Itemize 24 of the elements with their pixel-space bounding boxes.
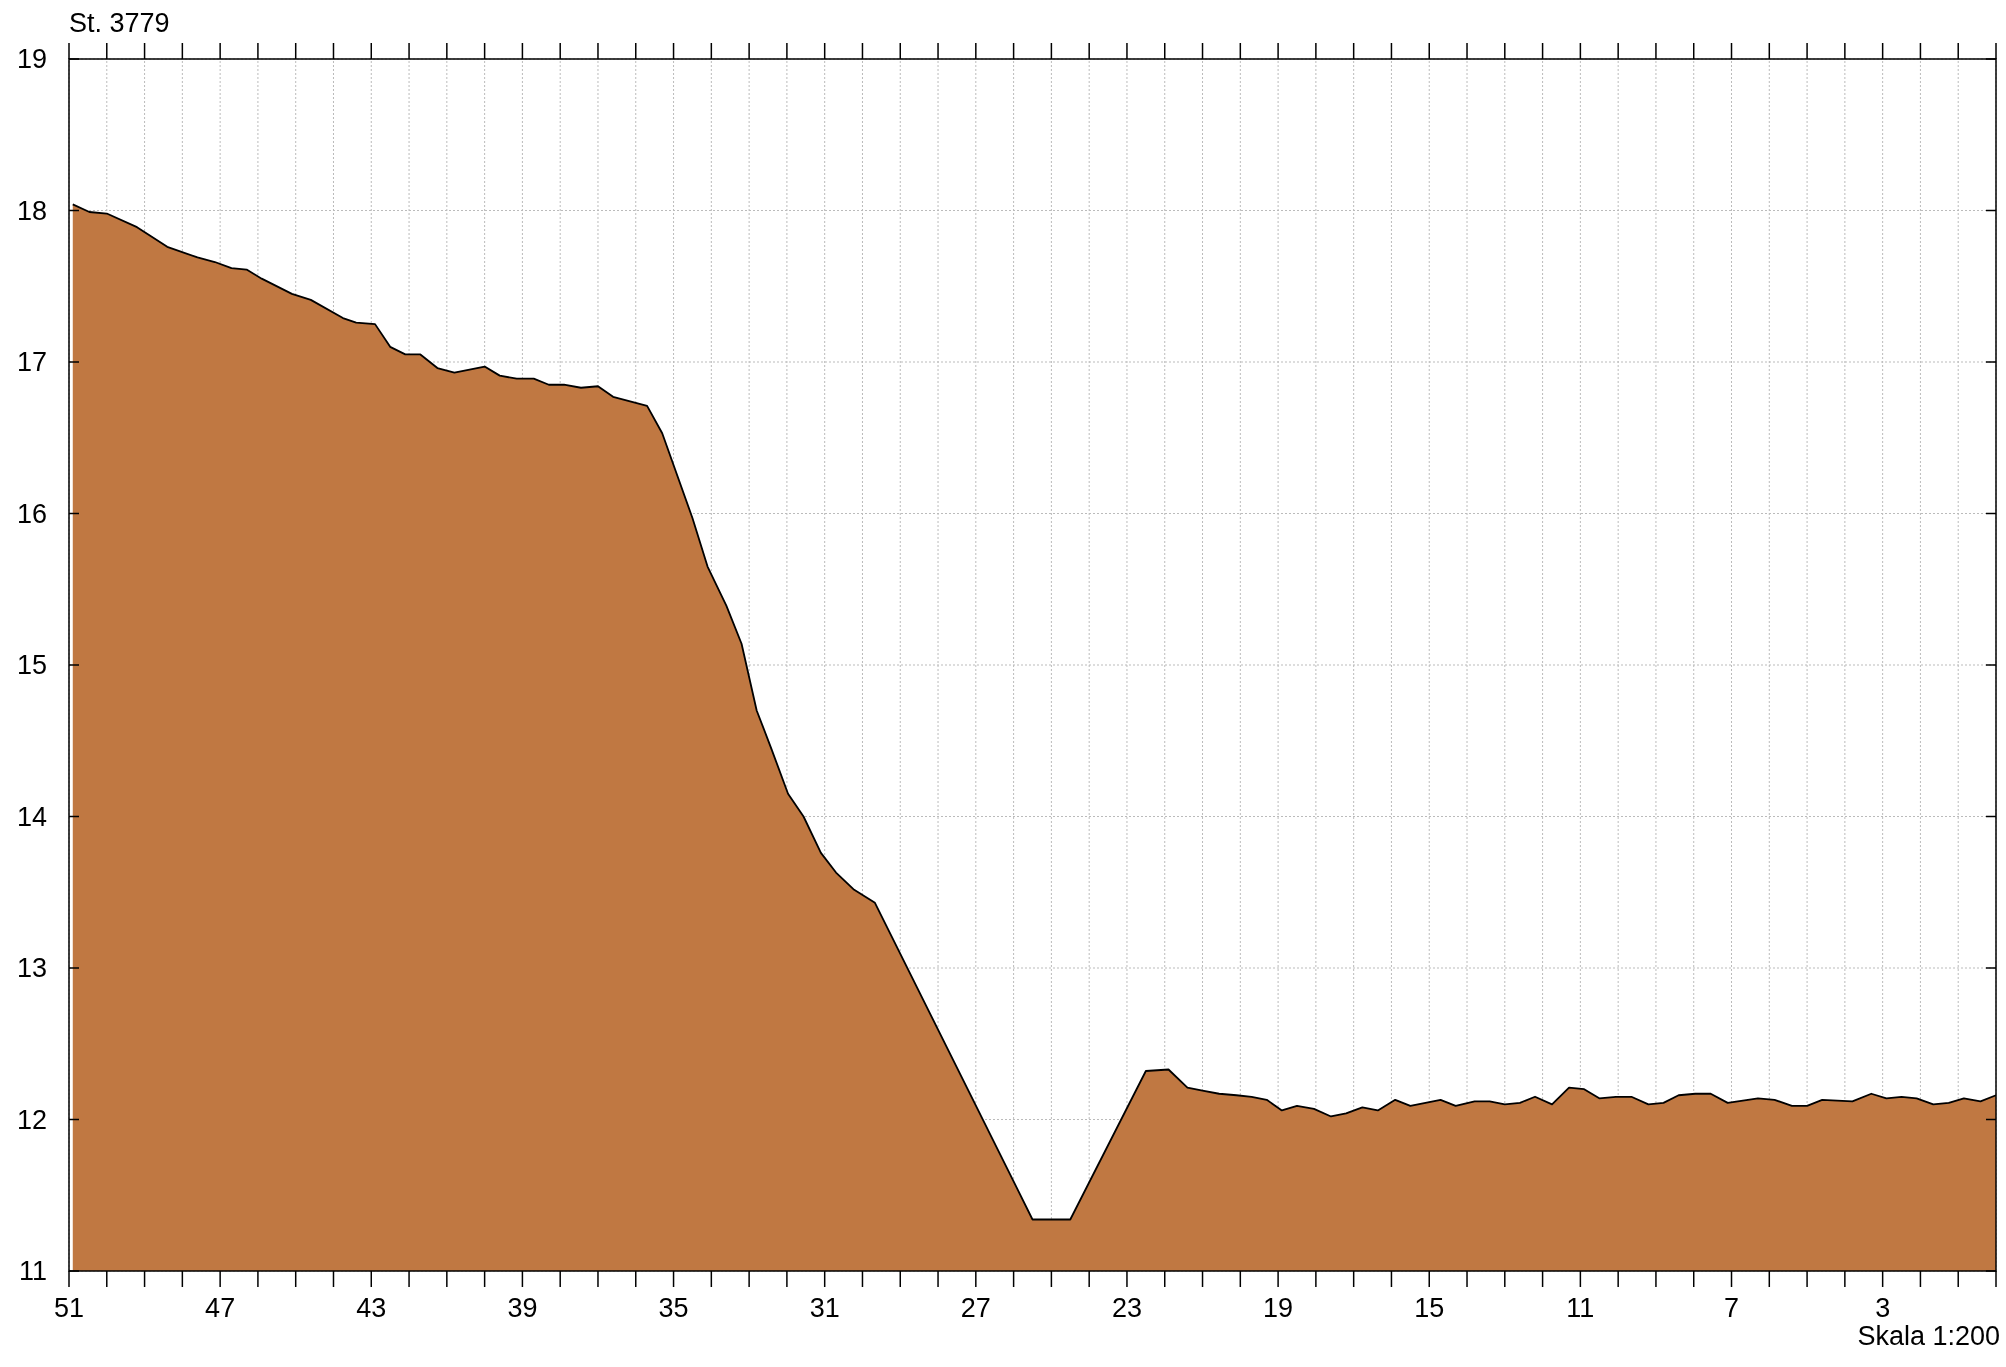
x-tick-label: 47 [205, 1293, 236, 1323]
x-tick-label: 11 [1566, 1293, 1595, 1323]
y-tick-label: 13 [16, 953, 47, 983]
text: St. 3779 [69, 8, 170, 38]
x-tick-label: 35 [658, 1293, 689, 1323]
y-tick-label: 11 [18, 1256, 47, 1286]
x-tick-label: 27 [960, 1293, 991, 1323]
x-tick-label: 39 [507, 1293, 538, 1323]
x-tick-label: 23 [1111, 1293, 1142, 1323]
y-tick-label: 14 [16, 801, 47, 832]
y-tick-label: 17 [16, 347, 47, 377]
x-tick-label: 19 [1263, 1293, 1294, 1323]
y-tick-label: 18 [16, 195, 47, 226]
x-tick-label: 7 [1723, 1293, 1740, 1323]
y-tick-label: 16 [16, 498, 47, 529]
y-tick-label: 12 [16, 1104, 47, 1135]
x-tick-label: 51 [53, 1293, 85, 1323]
text: Skala 1:200 [1857, 1321, 2000, 1351]
y-tick-label: 15 [16, 650, 47, 680]
x-tick-label: 15 [1414, 1293, 1445, 1323]
x-tick-label: 43 [356, 1293, 387, 1323]
x-tick-label: 31 [809, 1293, 840, 1323]
x-tick-label: 3 [1875, 1293, 1891, 1323]
y-tick-label: 19 [16, 44, 47, 74]
